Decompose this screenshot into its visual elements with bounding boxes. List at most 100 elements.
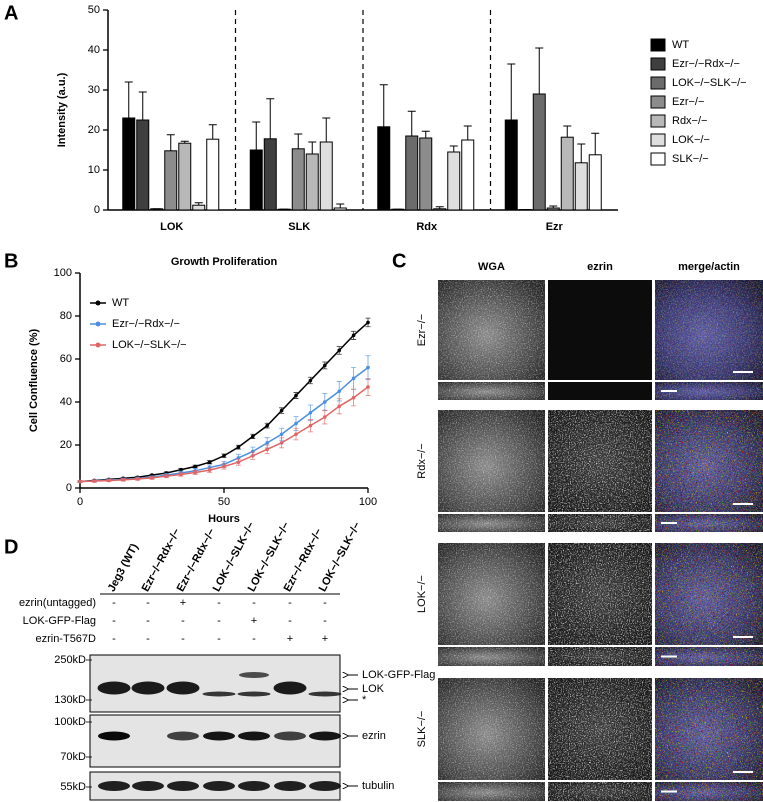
data-point <box>251 434 255 439</box>
data-point <box>265 447 270 452</box>
legend-label: Ezr−/−Rdx−/− <box>112 318 180 330</box>
blot-band <box>274 731 306 741</box>
error-bar <box>294 133 303 149</box>
data-point <box>251 453 255 458</box>
legend-swatch <box>650 133 666 147</box>
error-bar <box>194 202 203 206</box>
micrograph-texture <box>655 647 763 666</box>
legend-swatch <box>650 114 666 128</box>
data-point <box>294 421 298 426</box>
bar <box>249 149 263 211</box>
blot-band <box>308 691 342 697</box>
micrograph-texture <box>655 280 763 380</box>
condition-mark: - <box>217 633 221 645</box>
micrograph <box>548 280 652 380</box>
legend-label: Ezr−/− <box>672 96 704 108</box>
data-point <box>337 348 342 353</box>
y-tick-label: 20 <box>88 124 100 136</box>
y-tick-label: 20 <box>60 439 72 451</box>
condition-mark: - <box>146 615 150 627</box>
data-point <box>193 464 197 469</box>
data-point <box>207 460 212 465</box>
data-point <box>279 432 284 437</box>
data-point <box>121 478 125 482</box>
micrograph-texture <box>548 678 652 780</box>
condition-mark: - <box>217 597 221 609</box>
data-point <box>193 470 197 475</box>
error-bar <box>407 110 416 136</box>
bar <box>504 119 518 211</box>
condition-mark: - <box>252 597 256 609</box>
error-bar <box>322 117 331 142</box>
x-tick-label: 50 <box>218 496 230 508</box>
bar <box>419 137 433 211</box>
data-point <box>107 478 111 483</box>
chart-title: Growth Proliferation <box>171 256 278 268</box>
data-point <box>236 445 241 449</box>
blot-band <box>238 781 270 791</box>
legend-label: SLK−/− <box>672 153 709 165</box>
condition-mark: + <box>322 633 328 645</box>
bar <box>178 142 192 211</box>
x-tick-label: SLK <box>288 221 310 233</box>
y-tick-label: 30 <box>88 84 100 96</box>
micrograph-texture <box>655 514 763 532</box>
error-bar <box>180 140 189 144</box>
blot-band <box>203 731 235 741</box>
data-point <box>150 476 154 480</box>
legend-swatch <box>650 95 666 109</box>
size-marker: 130kD <box>54 694 86 706</box>
bar <box>263 138 277 211</box>
data-point <box>236 460 241 465</box>
blot-band <box>98 731 130 741</box>
data-point <box>351 376 356 381</box>
orthogonal-view <box>548 382 652 400</box>
condition-mark: - <box>323 597 327 609</box>
panel-letter: B <box>4 250 18 272</box>
band-label: * <box>362 694 367 706</box>
error-bar <box>549 205 558 208</box>
condition-mark: + <box>251 615 257 627</box>
legend-label: WT <box>112 297 129 309</box>
blot-band <box>238 731 270 741</box>
micrograph-texture <box>438 647 545 666</box>
blot-band <box>132 781 164 791</box>
micrograph-texture <box>438 678 545 780</box>
micrograph-texture <box>655 410 763 512</box>
series-group <box>77 317 371 484</box>
data-point <box>207 468 212 472</box>
blot-band <box>98 781 130 791</box>
lane-label: Jeg3 (WT) <box>106 541 141 593</box>
x-tick-label: Ezr <box>546 221 564 233</box>
micrograph-texture <box>655 678 763 780</box>
micrograph-texture <box>438 782 545 801</box>
panel-letter: C <box>392 250 406 272</box>
micrograph-texture <box>438 280 545 380</box>
bar <box>305 153 319 211</box>
error-bar <box>208 124 217 140</box>
micrograph-texture <box>548 543 652 645</box>
data-point <box>222 464 226 469</box>
legend-swatch <box>650 76 666 90</box>
condition-mark: - <box>252 633 256 645</box>
data-point <box>308 378 313 383</box>
data-point <box>222 453 226 458</box>
data-point <box>323 415 327 419</box>
legend-label: Ezr−/−Rdx−/− <box>672 58 740 70</box>
bar <box>122 117 136 211</box>
legend-swatch <box>650 57 666 71</box>
data-point <box>366 385 370 389</box>
error-bar <box>577 143 586 163</box>
bar <box>405 135 419 211</box>
error-bar <box>379 84 388 127</box>
error-bar <box>535 47 544 94</box>
blot-band <box>237 691 271 697</box>
lane-label: Ezr−/−Rdx−/− <box>175 527 218 594</box>
error-bar <box>507 63 516 120</box>
condition-mark: - <box>146 633 150 645</box>
condition-mark: - <box>112 633 116 645</box>
band-label: tubulin <box>362 780 394 792</box>
error-bar <box>252 121 261 150</box>
bar <box>164 150 178 211</box>
